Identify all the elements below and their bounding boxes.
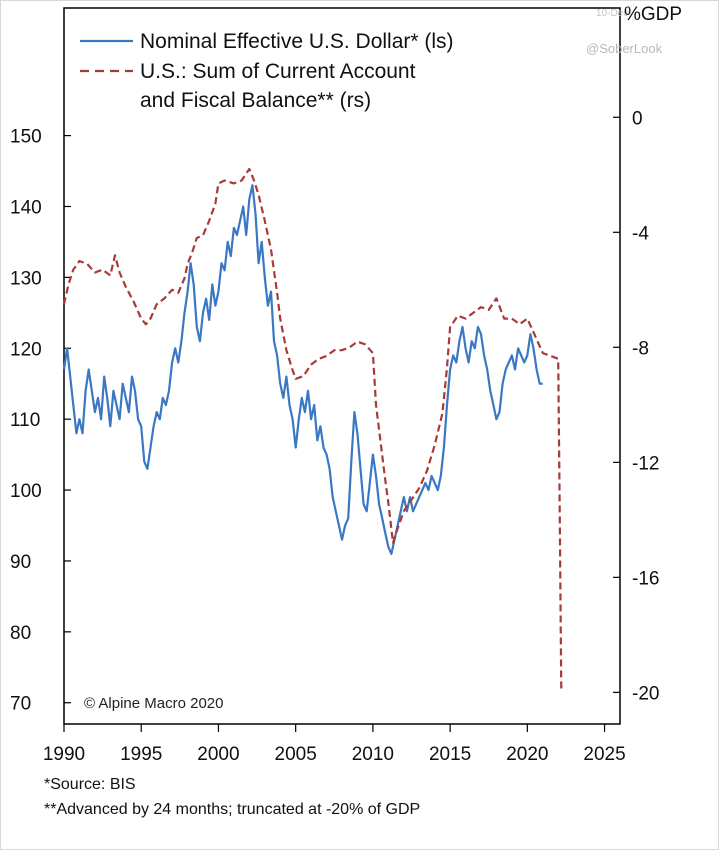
right-tick-label: -20	[632, 683, 659, 704]
left-tick-label: 120	[10, 339, 42, 360]
x-tick-label: 2010	[352, 744, 394, 765]
left-tick-label: 70	[10, 694, 31, 715]
x-tick-label: 1995	[120, 744, 162, 765]
right-tick-label: -8	[632, 338, 649, 359]
left-tick-label: 110	[10, 410, 40, 431]
series-line-balance	[62, 167, 563, 693]
left-tick-label: 100	[10, 481, 42, 502]
right-tick-label: -12	[632, 453, 659, 474]
corner-date: 10-Dec	[596, 8, 628, 19]
copyright: © Alpine Macro 2020	[84, 695, 223, 712]
x-tick-label: 2015	[429, 744, 471, 765]
legend: Nominal Effective U.S. Dollar* (ls) U.S.…	[80, 30, 454, 112]
x-axis: 1990 1995 2000 2005 2010 2015 2020 2025	[43, 724, 626, 765]
left-tick-label: 90	[10, 552, 31, 573]
footnote-source: *Source: BIS	[44, 776, 136, 793]
right-tick-label: -4	[632, 223, 649, 244]
x-tick-label: 1990	[43, 744, 85, 765]
left-tick-label: 140	[10, 197, 42, 218]
left-axis: 70 80 90 100 110 120 130 140 150	[10, 127, 71, 715]
plot-area	[63, 7, 621, 725]
x-tick-label: 2000	[197, 744, 239, 765]
right-tick-label: 0	[632, 108, 643, 129]
right-axis-unit: %GDP	[624, 4, 682, 25]
watermark: @SoberLook	[586, 41, 663, 56]
legend-label-balance: U.S.: Sum of Current Account	[140, 60, 416, 83]
right-tick-label: -16	[632, 568, 659, 589]
x-tick-label: 2020	[506, 744, 548, 765]
footnote-note: **Advanced by 24 months; truncated at -2…	[44, 801, 421, 818]
left-tick-label: 80	[10, 623, 31, 644]
legend-label-dollar: Nominal Effective U.S. Dollar* (ls)	[140, 30, 454, 53]
series-line-dollar	[62, 184, 543, 556]
x-tick-label: 2025	[583, 744, 625, 765]
series-layer	[62, 167, 563, 693]
legend-label-balance-2: and Fiscal Balance** (rs)	[140, 89, 371, 112]
x-tick-label: 2005	[275, 744, 317, 765]
left-tick-label: 130	[10, 268, 42, 289]
right-axis: 0 -4 -8 -12 -16 -20	[613, 108, 659, 704]
left-tick-label: 150	[10, 127, 42, 148]
